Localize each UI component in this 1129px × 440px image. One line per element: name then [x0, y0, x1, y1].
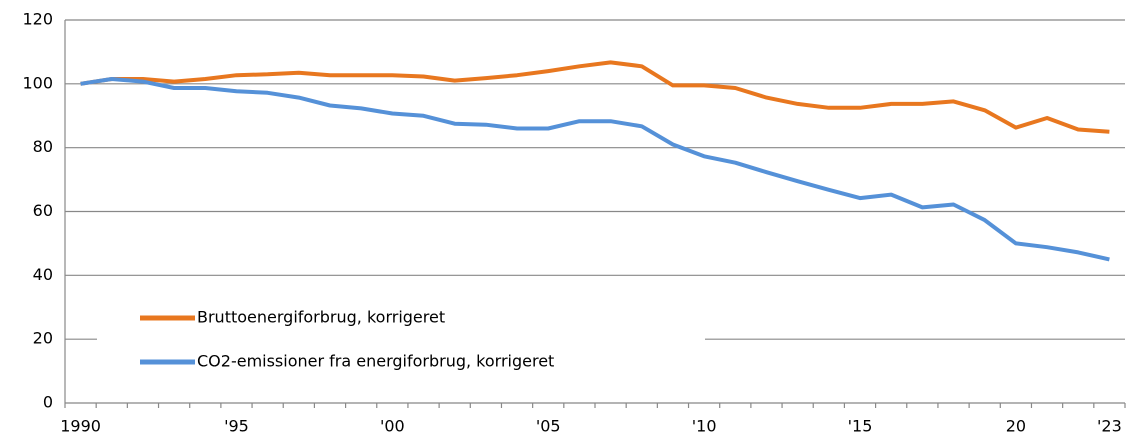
x-tick-label: '95	[224, 417, 249, 436]
y-tick-label: 80	[33, 137, 53, 156]
x-tick-label: 1990	[60, 417, 101, 436]
data-line	[80, 77, 1110, 262]
x-tick-label: '00	[380, 417, 405, 436]
data-line	[80, 60, 1110, 134]
y-tick-label: 0	[43, 393, 53, 412]
legend-label: Bruttoenergiforbrug, korrigeret	[197, 308, 445, 327]
y-tick-label: 120	[22, 10, 53, 29]
y-tick-label: 100	[22, 73, 53, 92]
legend-background	[97, 290, 705, 386]
y-tick-label: 40	[33, 265, 53, 284]
x-tick-label: 20	[1006, 417, 1026, 436]
y-tick-label: 20	[33, 329, 53, 348]
x-tick-label: '05	[536, 417, 561, 436]
y-tick-label: 60	[33, 201, 53, 220]
x-tick-label: '10	[692, 417, 717, 436]
x-tick-label: '23	[1097, 417, 1122, 436]
legend-label: CO2-emissioner fra energiforbrug, korrig…	[197, 352, 554, 371]
x-tick-label: '15	[848, 417, 873, 436]
